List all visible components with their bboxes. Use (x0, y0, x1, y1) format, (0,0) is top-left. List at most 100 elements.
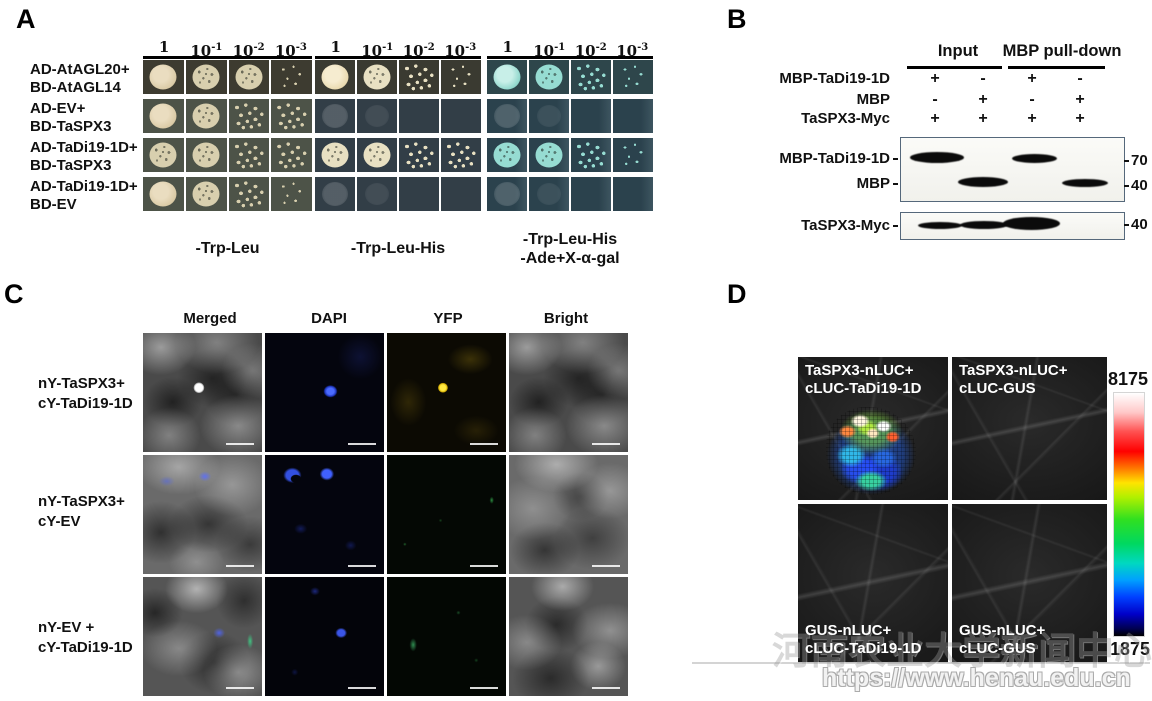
blot-tick (893, 225, 898, 227)
dilution-label: 10-1 (533, 42, 566, 60)
luminescence-colorbar (1113, 392, 1145, 637)
dilution-label: 10-3 (616, 42, 649, 60)
bait-prey-line: BD-TaSPX3 (30, 118, 112, 135)
mw-tick (1124, 160, 1129, 162)
dilution-label: 10-3 (444, 42, 477, 60)
mw-marker-40: 40 (1131, 216, 1148, 233)
yeast-spot-cell (271, 138, 312, 172)
yeast-spot-cell (315, 60, 355, 94)
dilution-label: 1 (502, 38, 513, 56)
dilution-label: 10-2 (402, 42, 435, 60)
confocal-tile-merged-pos (143, 333, 262, 452)
yeast-colony (271, 60, 312, 94)
confocal-tile-bright-c (509, 577, 628, 696)
yeast-plate-row (143, 99, 312, 133)
panel-a-letter: A (16, 4, 36, 34)
leaf-quadrant: TaSPX3-nLUC+ cLUC-TaDi19-1D (798, 357, 948, 500)
yeast-spot-cell (571, 138, 611, 172)
yeast-spot-cell (399, 99, 439, 133)
watermark-url: https://www.henau.edu.cn (822, 664, 1131, 692)
condition-value: - (1029, 91, 1035, 108)
yeast-spot-cell (399, 138, 439, 172)
condition-value: + (1075, 110, 1085, 127)
bifc-combination-label: nY-EV + cY-TaDi19-1D (38, 618, 133, 658)
yeast-colony (363, 64, 391, 90)
yeast-spot-cell (529, 60, 569, 94)
input-group-header: Input (937, 42, 979, 60)
condition-value: + (978, 110, 988, 127)
yeast-colony (228, 138, 270, 172)
luminescence-signal (826, 407, 916, 495)
watermark-rule (692, 662, 1150, 664)
yeast-spot-cell (315, 177, 355, 211)
dilution-label: 10-1 (361, 42, 394, 60)
yeast-colony (271, 177, 312, 211)
yeast-colony (537, 105, 561, 127)
blot-row-label: MBP (856, 175, 890, 192)
panel-c-letter: C (4, 279, 24, 309)
mw-marker-40: 40 (1131, 177, 1148, 194)
yeast-colony (363, 142, 391, 168)
dilution-label: 1 (330, 38, 341, 56)
yeast-spot-cell (315, 138, 355, 172)
yeast-plate: 1 10-1 10-2 10-3 -Trp-Leu-His -Ade+X-α-gal (487, 40, 653, 270)
pulldown-underline (1008, 66, 1105, 69)
yeast-spot-cell (529, 99, 569, 133)
leaf-quadrant: TaSPX3-nLUC+ cLUC-GUS (952, 357, 1107, 500)
bait-prey-line: AD-EV+ (30, 100, 86, 117)
yeast-colony (192, 64, 220, 90)
construct-label: GUS-nLUC+ cLUC-TaDi19-1D (805, 622, 921, 658)
protein-band (1062, 179, 1108, 187)
yeast-spot-cell (143, 60, 184, 94)
construct-line: cLUC-TaDi19-1D (805, 640, 922, 657)
bifc-combination-label: nY-TaSPX3+ cY-EV (38, 492, 125, 532)
yeast-colony (192, 142, 220, 168)
confocal-tile-yfp-neg1 (387, 455, 506, 574)
yeast-plate-row (315, 177, 481, 211)
pulldown-group-header: MBP pull-down (1002, 42, 1122, 60)
bifc-combination-line: cY-TaDi19-1D (38, 395, 133, 412)
yeast-spot-cell (228, 60, 270, 94)
condition-label: MBP (856, 91, 890, 108)
blot-row-label: TaSPX3-Myc (801, 217, 890, 234)
protein-band (918, 222, 962, 229)
condition-value: - (932, 91, 938, 108)
yeast-spot-cell (487, 138, 527, 172)
media-line: -Trp-Leu-His (522, 231, 618, 248)
yeast-colony (571, 60, 611, 94)
yeast-spot-cell (613, 60, 653, 94)
dilution-label: 10-3 (274, 42, 307, 60)
yeast-spot-cell (399, 60, 439, 94)
construct-line: GUS-nLUC+ (959, 622, 1046, 639)
confocal-tile-yfp-pos (387, 333, 506, 452)
media-line: -Trp-Leu (195, 240, 260, 257)
bait-prey-label: AD-TaDi19-1D+ BD-EV (30, 178, 138, 214)
yeast-spot-cell (441, 60, 481, 94)
protein-band (960, 221, 1008, 229)
bait-prey-line: BD-TaSPX3 (30, 157, 112, 174)
yeast-colony (613, 60, 653, 94)
yeast-colony (441, 138, 481, 172)
media-label: -Trp-Leu-His -Ade+X-α-gal (487, 230, 653, 268)
condition-value: + (1027, 110, 1037, 127)
leaf-quadrant: GUS-nLUC+ cLUC-GUS (952, 504, 1107, 663)
yeast-plate-row (487, 60, 653, 94)
bifc-combination-line: nY-TaSPX3+ (38, 375, 125, 392)
yeast-colony (494, 104, 520, 128)
yeast-colony (235, 64, 263, 90)
yeast-plate-row (487, 177, 653, 211)
confocal-tile-bright-b (509, 455, 628, 574)
construct-line: cLUC-GUS (959, 380, 1036, 397)
yeast-colony (228, 177, 270, 211)
yeast-spot-cell (529, 177, 569, 211)
yeast-spot-cell (271, 177, 312, 211)
confocal-tile-merged-neg1 (143, 455, 262, 574)
leaf-quadrants: TaSPX3-nLUC+ cLUC-TaDi19-1D TaSPX3-nLUC+ cL… (798, 357, 1107, 663)
bait-prey-line: AD-TaDi19-1D+ (30, 139, 138, 156)
bifc-combination-line: nY-EV + (38, 619, 95, 636)
dilution-label: 10-2 (232, 42, 265, 60)
yeast-plate-row (315, 60, 481, 94)
dilution-header: 1 10-1 10-2 10-3 (487, 38, 653, 60)
yeast-spot-cell (357, 99, 397, 133)
